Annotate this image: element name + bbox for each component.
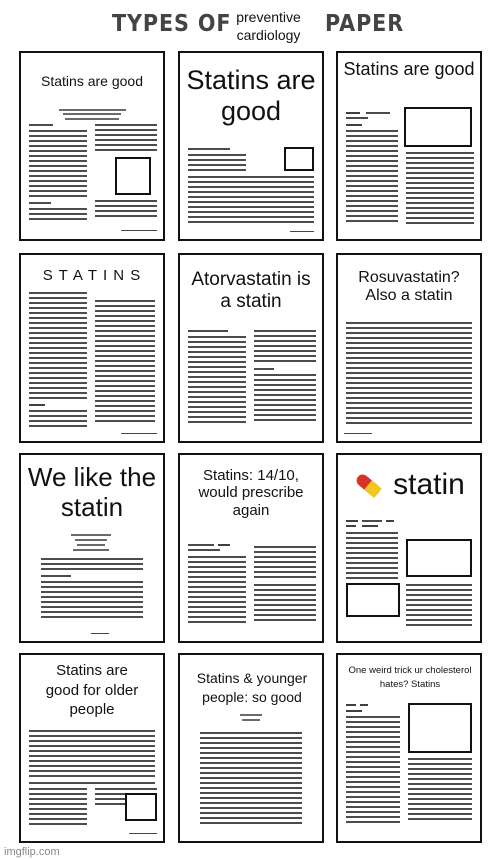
paper-title: Statins are good	[186, 65, 316, 127]
paper-title: Statins: 14/10, would prescribe again	[198, 467, 304, 519]
paper-9: statin	[336, 453, 482, 643]
text-block-lines	[346, 704, 472, 823]
page-footer	[129, 833, 157, 834]
paper-5: Atorvastatin is a statin	[178, 253, 324, 443]
paper-8: Statins: 14/10, would prescribe again	[178, 453, 324, 643]
paper-11: Statins & younger people: so good	[178, 653, 324, 843]
page-footer	[290, 231, 314, 232]
figure-box	[406, 539, 472, 577]
header-types-label: TYPES OF	[112, 11, 232, 37]
paper-6: Rosuvastatin? Also a statin	[336, 253, 482, 443]
page-footer	[121, 230, 157, 231]
figure-box	[346, 583, 400, 617]
text-block-lines	[346, 112, 474, 224]
text-block-lines	[188, 330, 316, 423]
paper-title: Rosuvastatin? Also a statin	[358, 269, 460, 305]
imgflip-watermark: imgflip.com	[4, 846, 60, 858]
figure-box	[404, 107, 472, 147]
text-block-lines	[188, 148, 314, 223]
text-block-lines	[41, 534, 143, 618]
page-footer	[344, 433, 372, 434]
paper-12: One weird trick ur cholesterol hates? St…	[336, 653, 482, 843]
paper-3: Statins are good	[336, 51, 482, 241]
paper-2: Statins are good	[178, 51, 324, 241]
text-block-lines	[188, 544, 316, 623]
paper-title: Statins are good for older people	[45, 662, 139, 718]
paper-10: Statins are good for older people	[19, 653, 165, 843]
header-subject: preventive cardiology	[216, 8, 321, 44]
pill-icon	[356, 474, 382, 499]
paper-title: statin	[340, 467, 478, 502]
page-footer	[91, 633, 109, 634]
header-subject-text: preventive cardiology	[236, 9, 301, 43]
text-block-lines	[29, 109, 157, 220]
paper-title: We like the statin	[27, 462, 157, 522]
paper-title: One weird trick ur cholesterol hates? St…	[348, 665, 472, 690]
text-block-lines	[200, 714, 302, 824]
paper-title: Statins are good	[41, 73, 143, 89]
header-paper-label: PAPER	[325, 11, 405, 37]
paper-title: Atorvastatin is a statin	[191, 269, 311, 312]
page-footer	[121, 433, 157, 434]
paper-title: Statins are good	[343, 59, 475, 79]
figure-box	[408, 703, 472, 753]
paper-title: S T A T I N S	[42, 267, 142, 284]
paper-title-text: statin	[393, 467, 465, 501]
paper-title: Statins & younger people: so good	[196, 670, 308, 705]
paper-1: Statins are good	[19, 51, 165, 241]
figure-box	[284, 147, 314, 171]
text-block-lines	[346, 520, 472, 626]
paper-7: We like the statin	[19, 453, 165, 643]
paper-4: S T A T I N S	[19, 253, 165, 443]
figure-box	[115, 157, 151, 195]
figure-box	[125, 793, 157, 821]
text-block-lines	[346, 322, 472, 424]
text-block-lines	[29, 292, 155, 427]
comic-header: TYPES OF preventive cardiology PAPER	[0, 0, 500, 50]
